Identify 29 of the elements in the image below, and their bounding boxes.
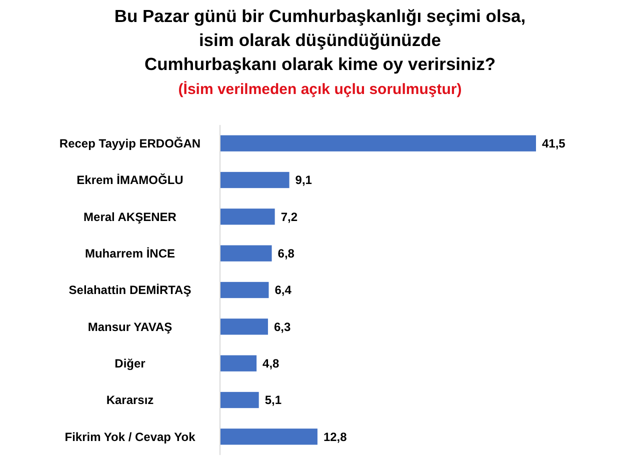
- data-label: 12,8: [323, 430, 348, 444]
- y-tick-label: Ekrem İMAMOĞLU: [76, 173, 184, 188]
- data-label: 7,2: [280, 210, 298, 224]
- bar: [220, 392, 259, 408]
- y-tick-label: Mansur YAVAŞ: [88, 320, 172, 334]
- data-label: 6,4: [274, 283, 292, 298]
- data-label: 6,8: [278, 246, 295, 261]
- data-label: 5,1: [264, 393, 282, 408]
- bar: [220, 318, 268, 335]
- bar: [220, 172, 290, 188]
- y-tick-label: Fikrim Yok / Cevap Yok: [64, 430, 196, 444]
- y-tick-label: Diğer: [114, 356, 146, 371]
- y-tick-label: Selahattin DEMİRTAŞ: [68, 283, 192, 298]
- bar: [220, 282, 269, 298]
- data-label: 41,5: [542, 136, 566, 151]
- y-tick-label: Recep Tayyip ERDOĞAN: [59, 136, 201, 151]
- data-label: 6,3: [274, 320, 291, 334]
- bar: [220, 135, 536, 152]
- y-tick-label: Meral AKŞENER: [84, 210, 177, 224]
- data-label: 9,1: [295, 173, 312, 188]
- y-tick-label: Kararsız: [106, 393, 154, 408]
- y-tick-label: Muharrem İNCE: [84, 246, 176, 261]
- bar: [220, 428, 318, 445]
- chart-title: Bu Pazar günü bir Cumhurbaşkanlığı seçimi olsa, isim olarak düşündüğünüzde Cumhurbaşkanı olarak kime oy verirsiniz?: [114, 6, 526, 74]
- data-label: 4,8: [262, 356, 280, 371]
- bar: [220, 245, 272, 262]
- bar: [220, 355, 257, 372]
- bar: [220, 208, 275, 225]
- chart-subtitle: (İsim verilmeden açık uçlu sorulmuştur): [178, 81, 462, 98]
